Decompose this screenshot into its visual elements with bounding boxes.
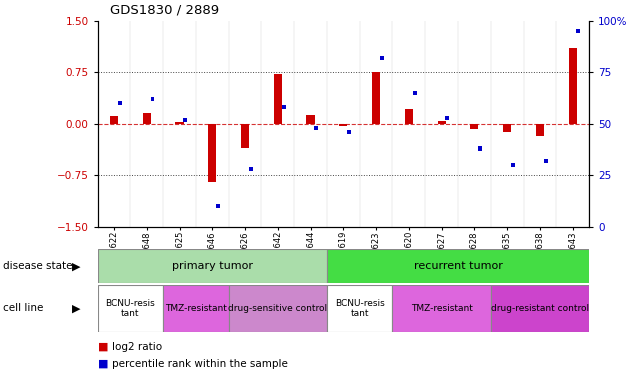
- Bar: [491, 285, 589, 332]
- Text: recurrent tumor: recurrent tumor: [413, 261, 503, 271]
- Text: TMZ-resistant: TMZ-resistant: [165, 304, 227, 313]
- Bar: [249, 167, 253, 171]
- Bar: [327, 249, 589, 283]
- Bar: [98, 285, 163, 332]
- Bar: [175, 122, 184, 124]
- Text: ■: ■: [98, 342, 108, 352]
- Text: disease state: disease state: [3, 261, 72, 271]
- Bar: [576, 29, 580, 33]
- Text: TMZ-resistant: TMZ-resistant: [411, 304, 472, 313]
- Bar: [306, 115, 315, 124]
- Bar: [392, 285, 491, 332]
- Text: drug-resistant control: drug-resistant control: [491, 304, 589, 313]
- Bar: [163, 285, 229, 332]
- Bar: [118, 101, 122, 105]
- Bar: [98, 249, 327, 283]
- Bar: [110, 116, 118, 124]
- Bar: [273, 74, 282, 124]
- Bar: [380, 56, 384, 60]
- Bar: [142, 114, 151, 124]
- Text: percentile rank within the sample: percentile rank within the sample: [112, 359, 287, 369]
- Text: BCNU-resis
tant: BCNU-resis tant: [335, 299, 384, 318]
- Bar: [216, 204, 220, 209]
- Text: log2 ratio: log2 ratio: [112, 342, 162, 352]
- Text: ■: ■: [98, 359, 108, 369]
- Bar: [347, 130, 351, 134]
- Bar: [327, 285, 392, 332]
- Text: drug-sensitive control: drug-sensitive control: [228, 304, 328, 313]
- Text: ▶: ▶: [72, 261, 81, 271]
- Bar: [478, 147, 482, 150]
- Bar: [151, 97, 154, 101]
- Bar: [438, 121, 446, 124]
- Bar: [183, 118, 187, 122]
- Text: cell line: cell line: [3, 303, 43, 313]
- Bar: [372, 72, 380, 124]
- Text: GDS1830 / 2889: GDS1830 / 2889: [110, 4, 219, 17]
- Text: primary tumor: primary tumor: [172, 261, 253, 271]
- Bar: [282, 105, 285, 110]
- Bar: [314, 126, 318, 130]
- Bar: [339, 124, 348, 126]
- Bar: [229, 285, 327, 332]
- Bar: [241, 124, 249, 148]
- Text: BCNU-resis
tant: BCNU-resis tant: [106, 299, 155, 318]
- Bar: [445, 116, 449, 120]
- Bar: [536, 124, 544, 136]
- Bar: [209, 124, 217, 182]
- Bar: [405, 109, 413, 124]
- Bar: [503, 124, 512, 132]
- Bar: [544, 159, 547, 163]
- Bar: [569, 48, 577, 124]
- Bar: [471, 124, 479, 129]
- Bar: [511, 163, 515, 167]
- Text: ▶: ▶: [72, 303, 81, 313]
- Bar: [413, 91, 416, 95]
